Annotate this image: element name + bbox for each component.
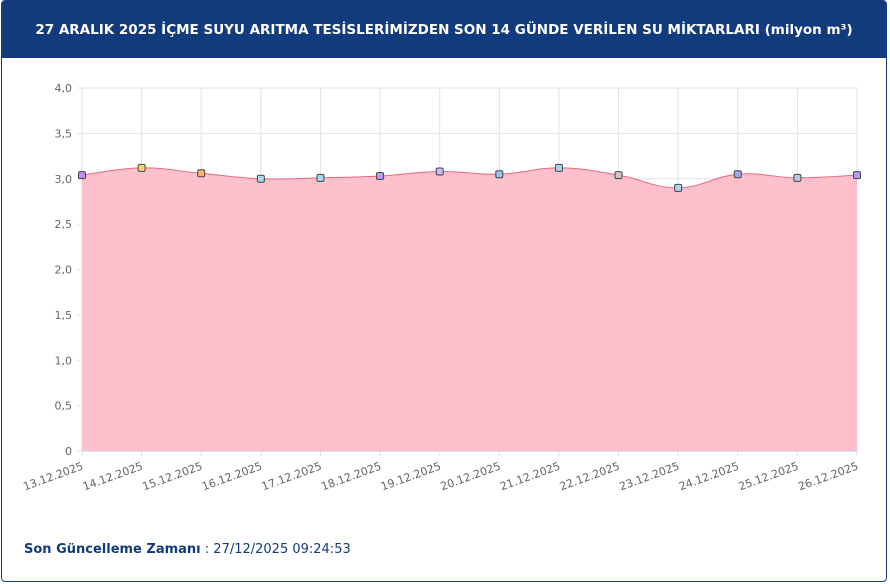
y-tick-label: 3,0 <box>55 173 73 186</box>
x-tick-label: 17.12.2025 <box>260 460 324 494</box>
marker <box>376 172 385 181</box>
marker <box>853 171 861 180</box>
x-tick-label: 18.12.2025 <box>319 460 383 494</box>
marker <box>733 170 742 179</box>
marker <box>137 163 146 172</box>
footer-label: Son Güncelleme Zamanı <box>24 542 201 557</box>
y-tick-label: 1,5 <box>55 309 73 322</box>
y-tick-label: 0,5 <box>55 400 73 413</box>
marker <box>435 167 444 176</box>
marker <box>793 173 802 182</box>
marker <box>614 171 623 180</box>
x-tick-label: 24.12.2025 <box>677 460 741 494</box>
y-tick-label: 3,5 <box>55 127 73 140</box>
area <box>82 167 857 451</box>
y-tick-label: 4,0 <box>55 82 73 95</box>
x-tick-label: 19.12.2025 <box>379 460 443 494</box>
marker <box>197 169 206 178</box>
footer: Son Güncelleme Zamanı : 27/12/2025 09:24… <box>24 542 351 557</box>
marker <box>495 170 504 179</box>
marker <box>316 173 325 182</box>
x-tick-label: 15.12.2025 <box>141 460 205 494</box>
footer-separator: : <box>204 542 210 557</box>
x-tick-label: 22.12.2025 <box>558 460 622 494</box>
x-tick-label: 13.12.2025 <box>21 460 85 494</box>
x-tick-label: 20.12.2025 <box>439 460 503 494</box>
x-tick-label: 25.12.2025 <box>737 460 801 494</box>
y-tick-label: 2,0 <box>55 264 73 277</box>
x-tick-label: 21.12.2025 <box>498 460 562 494</box>
chart-title: 27 ARALIK 2025 İÇME SUYU ARITMA TESİSLER… <box>35 21 853 38</box>
footer-value: 27/12/2025 09:24:53 <box>213 542 351 557</box>
line <box>81 167 858 189</box>
y-tick-label: 1,0 <box>55 354 73 367</box>
x-tick-label: 16.12.2025 <box>200 460 264 494</box>
y-tick-label: 0 <box>65 445 72 458</box>
marker <box>256 174 265 183</box>
header: 27 ARALIK 2025 İÇME SUYU ARITMA TESİSLER… <box>2 1 886 58</box>
x-tick-label: 23.12.2025 <box>618 460 682 494</box>
x-tick-label: 26.12.2025 <box>796 460 860 494</box>
x-tick-label: 14.12.2025 <box>81 460 145 494</box>
y-tick-label: 2,5 <box>55 218 73 231</box>
marker <box>674 183 683 192</box>
marker <box>554 163 563 172</box>
marker <box>78 171 86 180</box>
